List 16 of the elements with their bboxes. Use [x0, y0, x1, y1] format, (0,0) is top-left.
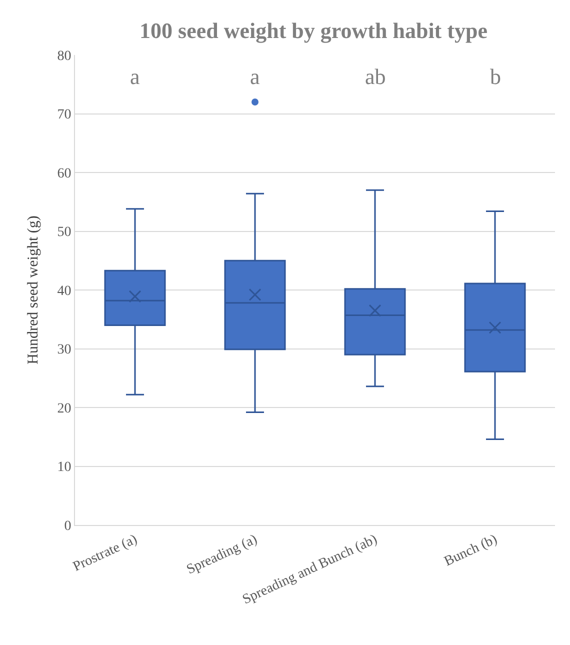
y-tick-label: 0	[64, 518, 72, 534]
y-tick-label: 10	[57, 460, 72, 476]
y-tick-label: 60	[57, 166, 72, 182]
y-tick-label: 50	[57, 225, 72, 240]
annotation: a	[250, 64, 260, 89]
x-tick-label: Bunch (b)	[442, 532, 500, 570]
y-tick-label: 80	[57, 48, 72, 64]
y-tick-label: 20	[57, 401, 72, 416]
annotation: b	[490, 64, 501, 89]
y-tick-label: 40	[57, 284, 72, 299]
y-axis-title: Hundred seed weight (g)	[25, 216, 42, 364]
annotation: a	[130, 64, 140, 89]
y-tick-label: 30	[57, 342, 72, 358]
y-tick-label: 70	[57, 108, 72, 123]
annotation: ab	[365, 64, 386, 89]
chart-title: 100 seed weight by growth habit type	[140, 18, 488, 43]
